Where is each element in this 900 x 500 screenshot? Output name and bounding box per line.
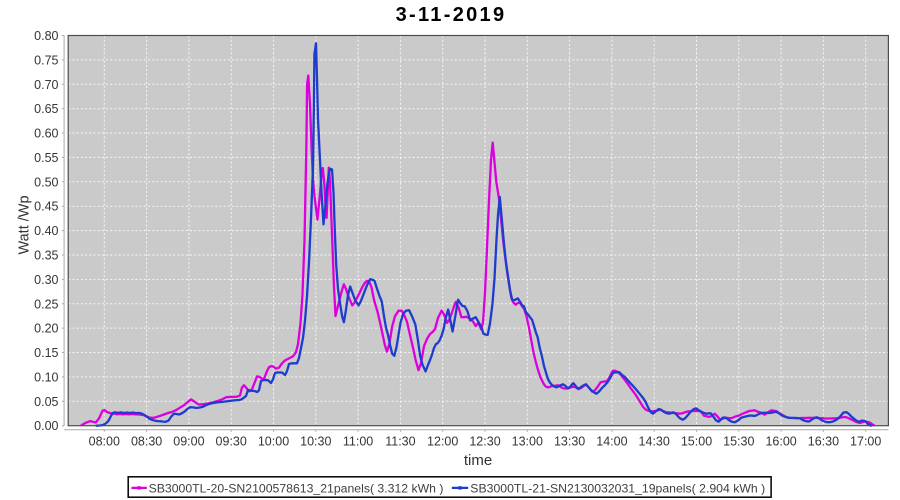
svg-text:0.80: 0.80	[34, 29, 58, 43]
svg-text:08:00: 08:00	[89, 435, 120, 449]
svg-text:09:30: 09:30	[216, 435, 247, 449]
svg-text:0.65: 0.65	[34, 102, 58, 116]
svg-text:3-11-2019: 3-11-2019	[396, 4, 507, 26]
svg-text:0.00: 0.00	[34, 419, 58, 433]
svg-text:0.70: 0.70	[34, 78, 58, 92]
svg-text:0.35: 0.35	[34, 249, 58, 263]
svg-text:13:30: 13:30	[554, 435, 585, 449]
svg-text:0.30: 0.30	[34, 273, 58, 287]
svg-text:10:00: 10:00	[258, 435, 289, 449]
svg-text:12:30: 12:30	[469, 435, 500, 449]
svg-text:17:00: 17:00	[850, 435, 881, 449]
svg-text:0.50: 0.50	[34, 175, 58, 189]
svg-text:0.40: 0.40	[34, 224, 58, 238]
svg-text:12:00: 12:00	[427, 435, 458, 449]
svg-text:11:00: 11:00	[343, 435, 373, 449]
svg-text:SB3000TL-20-SN2100578613_21pan: SB3000TL-20-SN2100578613_21panels( 3.312…	[149, 482, 444, 496]
svg-text:0.55: 0.55	[34, 151, 58, 165]
svg-text:16:00: 16:00	[765, 435, 796, 449]
svg-text:0.25: 0.25	[34, 297, 58, 311]
svg-text:0.10: 0.10	[34, 370, 58, 384]
svg-text:08:30: 08:30	[131, 435, 162, 449]
svg-text:0.60: 0.60	[34, 127, 58, 141]
svg-text:15:30: 15:30	[723, 435, 754, 449]
svg-text:0.05: 0.05	[34, 395, 58, 409]
svg-text:0.15: 0.15	[34, 346, 58, 360]
svg-text:16:30: 16:30	[808, 435, 839, 449]
svg-text:14:30: 14:30	[639, 435, 670, 449]
svg-text:14:00: 14:00	[596, 435, 627, 449]
svg-text:09:00: 09:00	[173, 435, 204, 449]
svg-text:0.45: 0.45	[34, 200, 58, 214]
svg-text:10:30: 10:30	[300, 435, 331, 449]
svg-text:15:00: 15:00	[681, 435, 712, 449]
svg-text:Watt /Wp: Watt /Wp	[17, 195, 33, 254]
svg-text:11:30: 11:30	[385, 435, 415, 449]
svg-text:0.75: 0.75	[34, 53, 58, 67]
svg-text:SB3000TL-21-SN2130032031_19pan: SB3000TL-21-SN2130032031_19panels( 2.904…	[470, 482, 765, 496]
svg-text:13:00: 13:00	[512, 435, 543, 449]
svg-text:0.20: 0.20	[34, 322, 58, 336]
svg-text:time: time	[464, 452, 492, 469]
